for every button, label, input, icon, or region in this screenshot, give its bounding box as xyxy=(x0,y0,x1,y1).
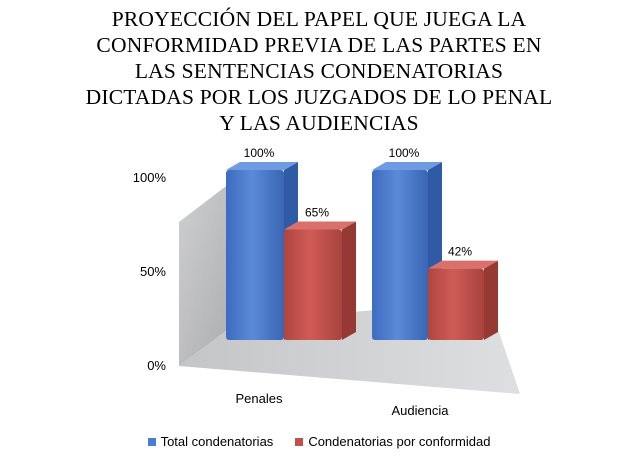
legend: Total condenatorias Condenatorias por co… xyxy=(0,434,638,449)
chart-bars xyxy=(226,162,498,340)
legend-label-total: Total condenatorias xyxy=(160,434,274,449)
data-label: 65% xyxy=(305,206,329,220)
legend-label-conformidad: Condenatorias por conformidad xyxy=(308,434,491,449)
y-tick-label: 0% xyxy=(147,358,166,373)
bar-side xyxy=(342,221,356,340)
bar xyxy=(428,268,484,340)
bar-top xyxy=(226,162,298,170)
bar xyxy=(226,170,284,340)
category-label: Penales xyxy=(236,391,283,406)
y-tick-label: 100% xyxy=(133,170,167,185)
data-label: 42% xyxy=(448,245,472,259)
bar-side xyxy=(484,260,498,340)
data-label: 100% xyxy=(389,146,420,160)
category-label: Audiencia xyxy=(391,403,449,418)
chart-labels: 0% 50% 100% 100% 65% 100% 42% Penales Audiencia xyxy=(133,146,473,418)
bar xyxy=(372,170,428,340)
chart-title: PROYECCIÓN DEL PAPEL QUE JUEGA LA CONFOR… xyxy=(85,7,553,135)
data-label: 100% xyxy=(244,146,275,160)
bar xyxy=(284,229,342,340)
legend-swatch-conformidad xyxy=(295,437,304,446)
legend-swatch-total xyxy=(147,437,156,446)
y-tick-label: 50% xyxy=(140,264,166,279)
legend-item-total: Total condenatorias xyxy=(147,434,274,449)
bar-top xyxy=(284,221,356,230)
bar-top xyxy=(372,162,442,170)
legend-item-conformidad: Condenatorias por conformidad xyxy=(295,434,490,449)
bar-top xyxy=(428,260,498,269)
side-wall xyxy=(179,177,238,366)
